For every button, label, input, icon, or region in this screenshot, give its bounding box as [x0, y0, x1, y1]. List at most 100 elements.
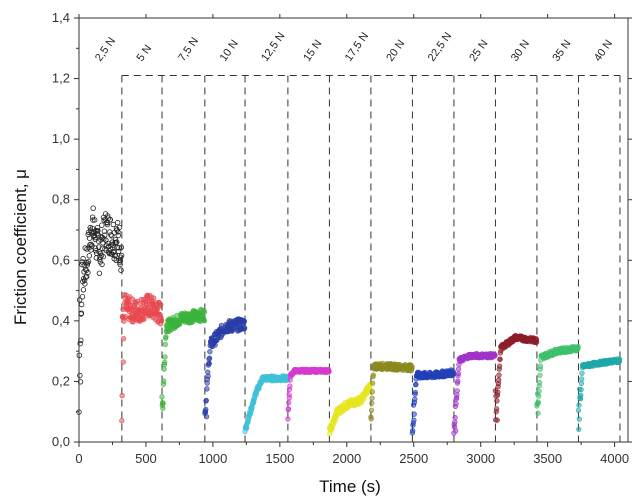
x-tick-label: 0 — [75, 451, 82, 466]
data-point — [368, 416, 374, 422]
data-point — [92, 245, 99, 251]
data-point — [85, 269, 91, 276]
data-point — [77, 372, 83, 379]
data-point — [578, 380, 585, 387]
load-label: 22,5 N — [426, 30, 454, 63]
data-point — [579, 370, 585, 376]
load-labels: 2,5 N 5 N 7,5 N 10 N 12,5 N 15 N 17,5 N 20 N 22,… — [93, 30, 615, 63]
data-series — [119, 292, 165, 424]
data-point — [162, 359, 168, 366]
data-point — [207, 355, 213, 361]
data-point — [104, 213, 111, 219]
data-point — [575, 344, 581, 350]
load-label: 40 N — [592, 38, 615, 64]
data-point — [456, 366, 462, 372]
data-point — [576, 402, 582, 408]
y-tick-label: 0,8 — [52, 192, 70, 207]
data-point — [118, 244, 124, 250]
data-point — [94, 224, 101, 231]
data-point — [120, 336, 127, 342]
data-point — [369, 395, 375, 401]
data-point — [205, 373, 211, 379]
y-tick-label: 1,2 — [52, 71, 70, 86]
data-point — [535, 410, 541, 416]
data-series — [242, 373, 291, 435]
data-point — [536, 380, 543, 386]
data-point — [368, 407, 375, 413]
data-point — [117, 261, 123, 268]
data-point — [203, 406, 209, 413]
data-point — [86, 253, 92, 259]
data-point — [413, 381, 419, 388]
data-point — [453, 428, 459, 434]
data-point — [494, 417, 500, 423]
load-label: 25 N — [467, 38, 490, 64]
load-label: 2,5 N — [93, 35, 118, 63]
load-label: 17,5 N — [343, 30, 371, 63]
data-point — [112, 252, 118, 258]
data-point — [161, 366, 167, 372]
data-point — [91, 217, 98, 223]
data-point — [97, 254, 103, 260]
data-point — [203, 397, 209, 404]
load-label: 10 N — [218, 38, 241, 64]
data-point — [162, 354, 168, 360]
x-tick-label: 3000 — [466, 451, 495, 466]
y-tick-label: 0,0 — [52, 434, 70, 449]
data-point — [159, 318, 165, 324]
data-point — [212, 342, 218, 348]
data-point — [494, 406, 500, 412]
data-series — [575, 356, 623, 432]
data-point — [410, 428, 416, 434]
x-tick-label: 1500 — [265, 451, 294, 466]
data-point — [117, 258, 124, 264]
data-series — [492, 332, 540, 423]
data-point — [617, 356, 623, 363]
data-point — [80, 287, 87, 293]
data-point — [160, 400, 166, 406]
data-point — [120, 359, 126, 365]
data-point — [576, 426, 582, 432]
data-point — [79, 294, 86, 300]
data-point — [244, 425, 250, 431]
data-point — [411, 417, 417, 423]
data-point — [96, 249, 102, 255]
y-tick-label: 0,4 — [52, 313, 70, 328]
data-point — [452, 419, 458, 425]
data-point — [96, 270, 103, 276]
data-point — [83, 274, 89, 280]
data-point — [536, 393, 542, 399]
data-point — [242, 325, 248, 331]
data-point — [575, 407, 582, 413]
data-point — [455, 378, 461, 384]
data-point — [411, 411, 417, 417]
x-axis-title: Time (s) — [319, 477, 381, 496]
data-point — [161, 378, 167, 384]
boundary-lines — [121, 75, 621, 442]
data-point — [453, 401, 459, 407]
data-point — [286, 400, 292, 406]
data-point — [100, 253, 106, 260]
data-point — [84, 262, 90, 268]
y-tick-label: 1,0 — [52, 131, 70, 146]
load-label: 15 N — [301, 38, 324, 64]
data-point — [495, 389, 501, 395]
data-point — [455, 371, 461, 377]
data-point — [452, 415, 458, 421]
data-point — [451, 371, 457, 377]
data-series — [409, 367, 457, 436]
data-point — [496, 377, 502, 383]
data-point — [201, 318, 207, 324]
data-point — [82, 281, 88, 287]
data-point — [119, 393, 125, 399]
data-point — [578, 392, 584, 398]
data-point — [206, 360, 212, 367]
data-point — [158, 302, 164, 308]
data-point — [80, 255, 86, 262]
data-point — [578, 387, 584, 393]
data-point — [202, 309, 208, 315]
data-point — [286, 395, 293, 401]
load-label: 35 N — [550, 38, 573, 64]
data-point — [78, 301, 85, 308]
